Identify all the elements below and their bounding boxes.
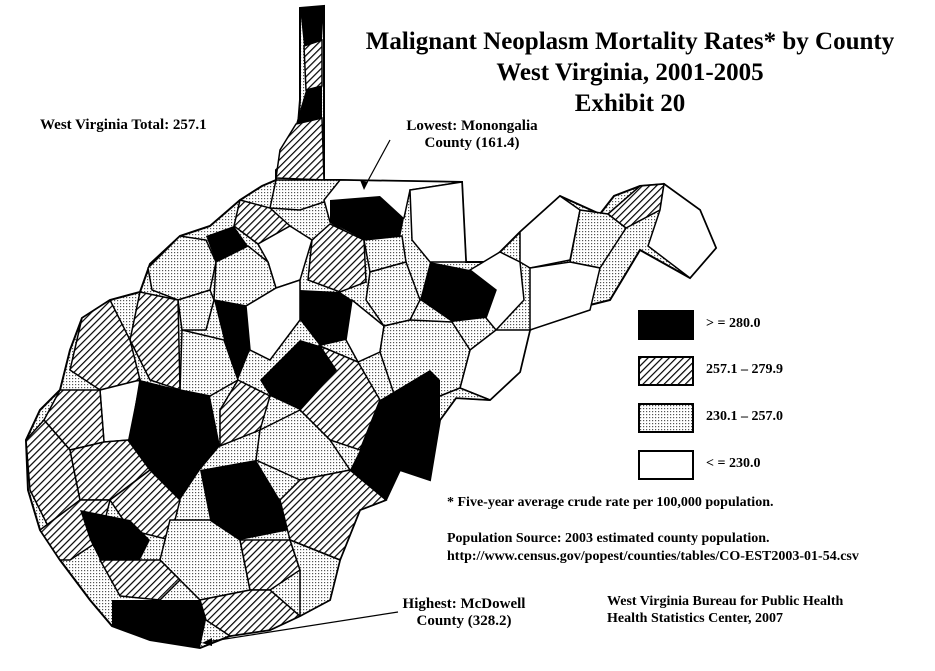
source-line-2: http://www.census.gov/popest/counties/ta… bbox=[447, 549, 859, 564]
credit-line-1: West Virginia Bureau for Public Health bbox=[607, 594, 844, 609]
county-marion bbox=[330, 196, 404, 240]
credit-line-2: Health Statistics Center, 2007 bbox=[607, 611, 784, 626]
footnote: * Five-year average crude rate per 100,0… bbox=[447, 495, 774, 510]
county-mineral bbox=[468, 251, 525, 332]
title-line-1: Malignant Neoplasm Mortality Rates* by C… bbox=[365, 28, 895, 55]
county-jackson bbox=[129, 291, 181, 392]
county-upshur bbox=[345, 298, 385, 363]
county-greenbrier bbox=[279, 469, 388, 561]
legend-swatch-lower-mid bbox=[638, 403, 694, 433]
lowest-line-2: County (161.4) bbox=[424, 135, 520, 151]
county-lewis bbox=[300, 290, 352, 346]
highest-line-2: County (328.2) bbox=[416, 613, 512, 629]
county-ohio bbox=[296, 86, 322, 124]
county-logan bbox=[80, 510, 150, 560]
legend-swatch-high bbox=[638, 310, 694, 340]
lowest-callout-line bbox=[363, 139, 391, 189]
county-harrison bbox=[307, 223, 367, 293]
map-title: Malignant Neoplasm Mortality Rates* by C… bbox=[330, 26, 930, 119]
source-line-1: Population Source: 2003 estimated county… bbox=[447, 531, 770, 546]
credit: West Virginia Bureau for Public Health H… bbox=[607, 593, 843, 627]
county-preston bbox=[409, 181, 467, 263]
legend-label-lower-mid: 230.1 – 257.0 bbox=[706, 409, 783, 424]
highest-callout-line bbox=[205, 611, 399, 643]
county-clay bbox=[219, 379, 271, 448]
county-webster bbox=[298, 344, 381, 451]
county-monroe bbox=[288, 538, 341, 618]
county-fayette bbox=[200, 460, 290, 540]
county-morgan bbox=[569, 209, 628, 269]
legend-swatch-upper-mid bbox=[638, 356, 694, 386]
county-tucker bbox=[420, 262, 496, 322]
county-pleasants bbox=[206, 226, 248, 262]
title-line-2: West Virginia, 2001-2005 bbox=[496, 59, 764, 86]
lowest-line-1: Lowest: Monongalia bbox=[406, 118, 538, 134]
legend-label-upper-mid: 257.1 – 279.9 bbox=[706, 362, 783, 377]
county-jefferson bbox=[647, 182, 717, 280]
county-wetzel bbox=[269, 179, 341, 211]
county-mcdowell bbox=[112, 600, 206, 648]
county-wyoming bbox=[98, 559, 182, 601]
county-hancock bbox=[300, 6, 324, 46]
county-calhoun bbox=[214, 300, 250, 380]
county-brooke bbox=[303, 38, 323, 91]
highest-county-annotation: Highest: McDowell County (328.2) bbox=[374, 596, 554, 630]
title-line-3: Exhibit 20 bbox=[574, 90, 686, 117]
state-total-label: West Virginia Total: 257.1 bbox=[40, 117, 207, 133]
county-hardy bbox=[529, 261, 601, 332]
county-wood bbox=[147, 235, 217, 301]
legend-swatch-low bbox=[638, 450, 694, 480]
county-braxton bbox=[260, 340, 336, 410]
lowest-county-annotation: Lowest: Monongalia County (161.4) bbox=[372, 118, 572, 152]
county-wirt bbox=[177, 289, 215, 331]
highest-line-1: Highest: McDowell bbox=[402, 596, 526, 612]
legend-label-high: > = 280.0 bbox=[706, 316, 761, 331]
highest-callout-arrowhead bbox=[202, 638, 212, 646]
legend-label-low: < = 230.0 bbox=[706, 456, 761, 471]
county-marshall bbox=[275, 117, 325, 181]
county-summers bbox=[239, 539, 301, 591]
county-pocahontas bbox=[350, 370, 440, 500]
lowest-callout-arrowhead bbox=[360, 180, 368, 190]
population-source: Population Source: 2003 estimated county… bbox=[447, 530, 859, 566]
county-mercer bbox=[199, 589, 302, 637]
